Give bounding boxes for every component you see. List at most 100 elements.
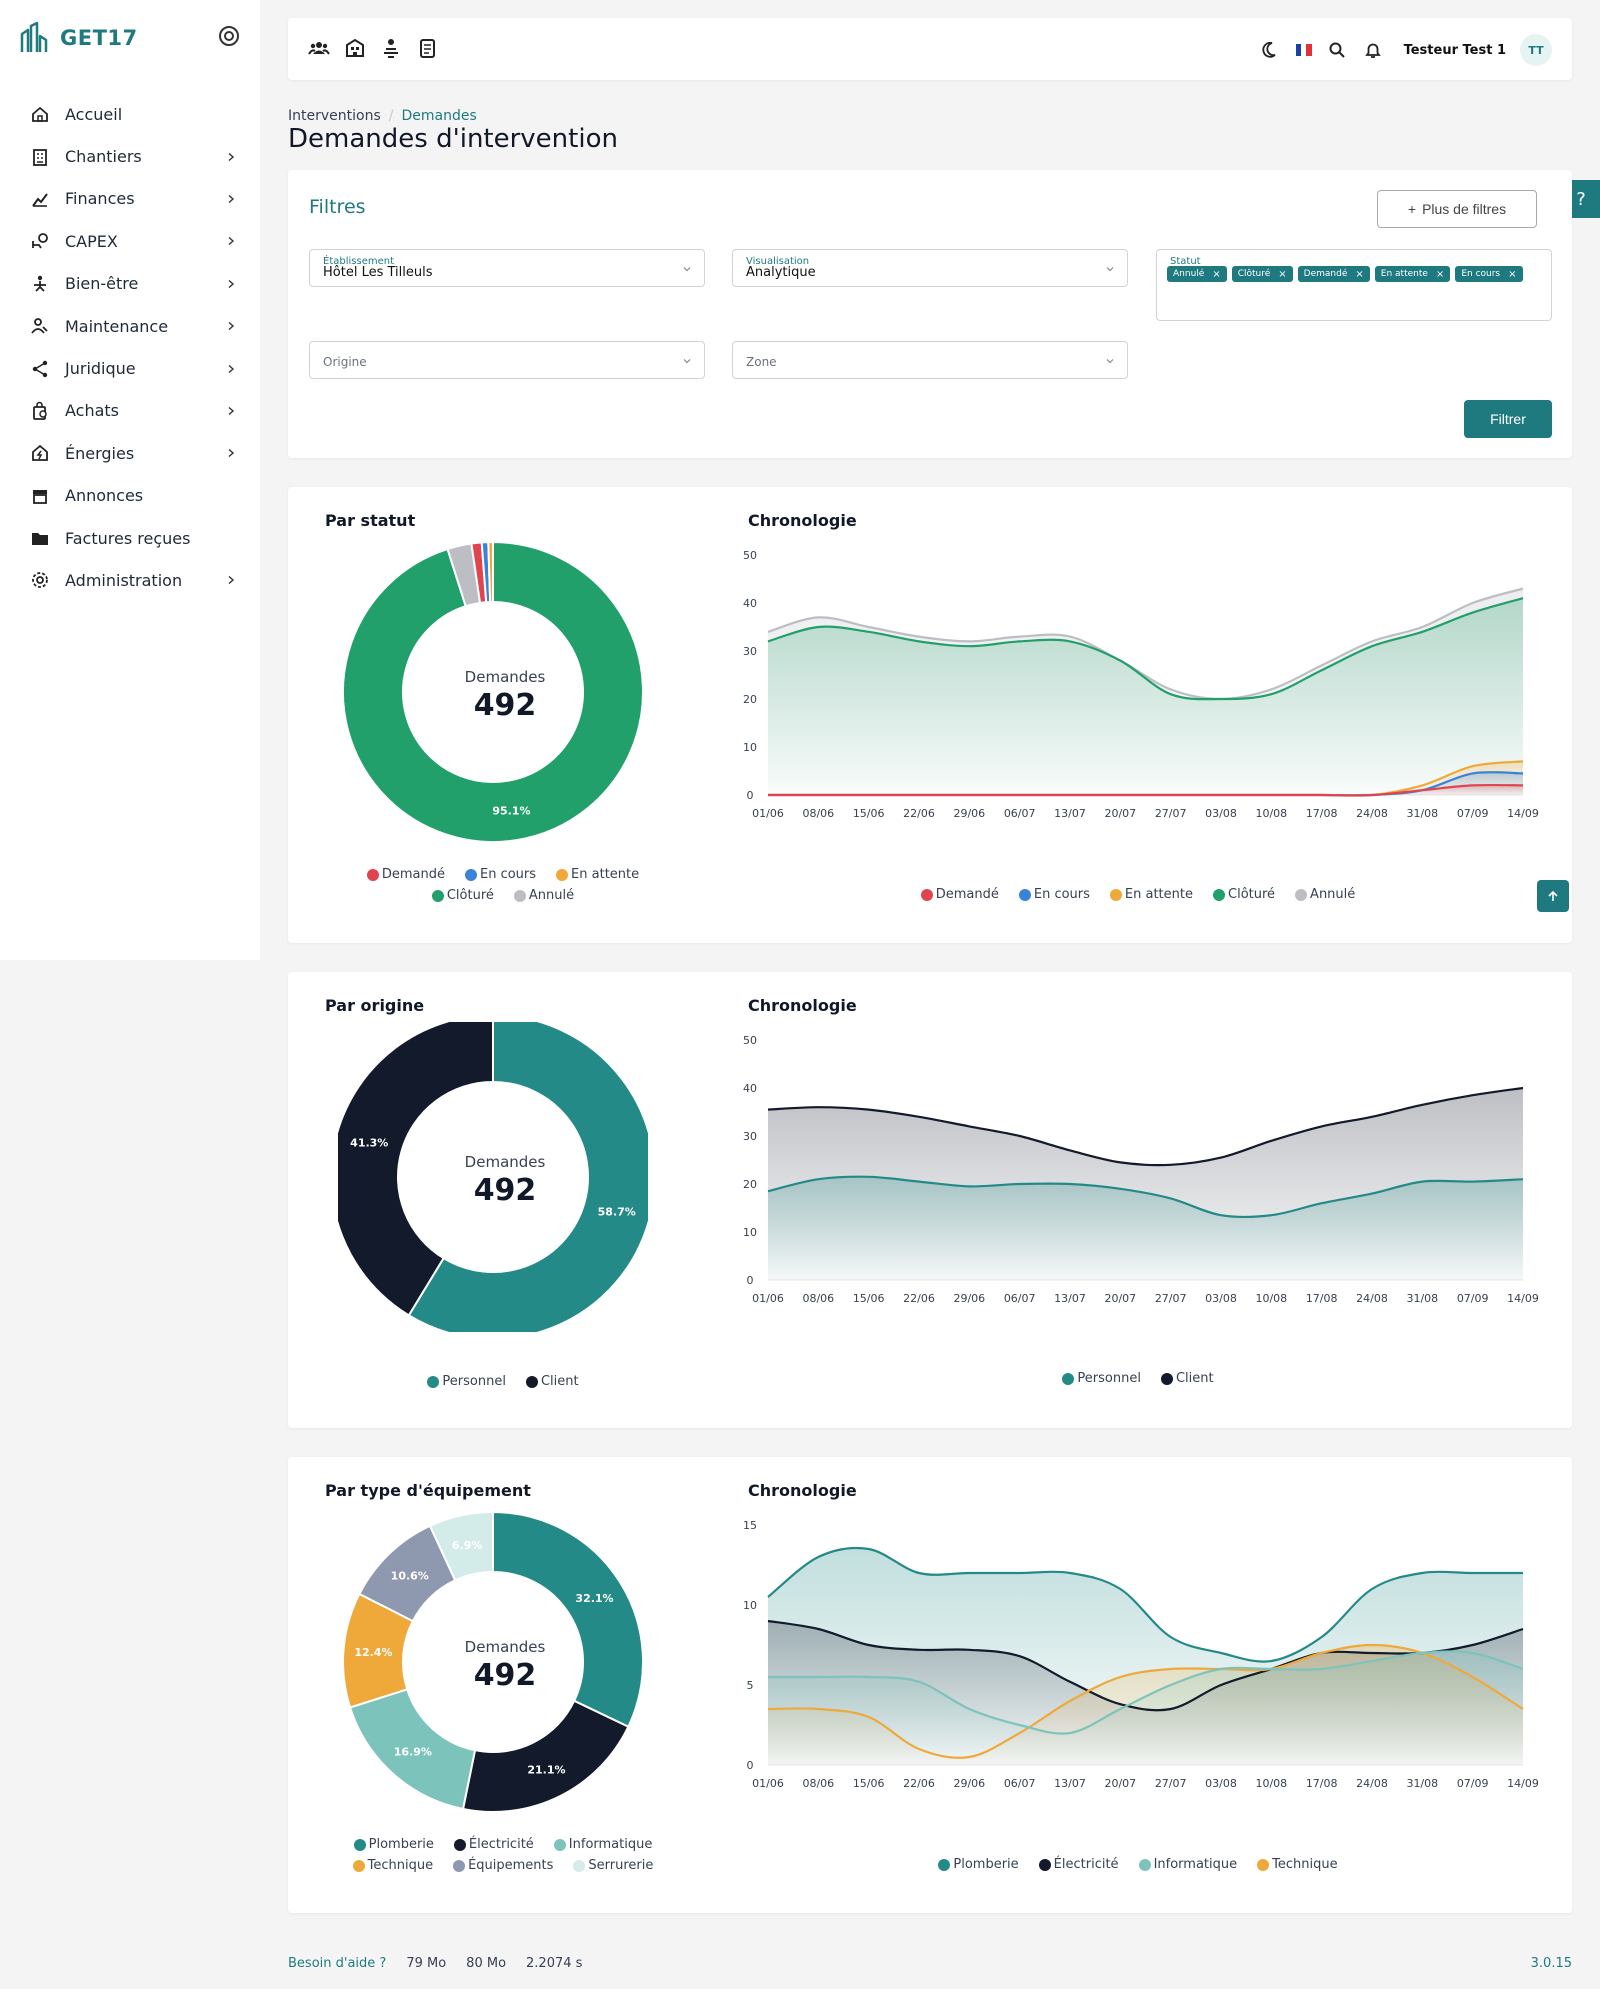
document-icon[interactable] [416,37,438,59]
sidebar-item-label: Annonces [65,486,144,506]
visualisation-select[interactable]: Visualisation Analytique [732,249,1128,287]
breadcrumb-parent[interactable]: Interventions [288,108,381,124]
help-link[interactable]: Besoin d'aide ? [288,1956,387,1971]
chip-label: Annulé [1173,269,1205,279]
legend-item-plomberie[interactable]: Plomberie [353,1837,434,1852]
legend-item-cloture[interactable]: Clôturé [431,888,494,903]
series-line-demande[interactable] [768,783,1524,797]
top-bar: Testeur Test 1 TT [288,18,1572,80]
donut-slice-electricite[interactable] [461,1699,630,1813]
series-line-technique[interactable] [767,1643,1524,1759]
filter-button[interactable]: Filtrer [1464,400,1552,438]
close-icon[interactable]: × [1435,268,1445,280]
origin-timeline-chart[interactable]: 0 10 20 30 40 50 01/06 08/06 15/06 22/06 29/06 06/0… [728,1032,1548,1352]
search-icon[interactable] [1326,39,1348,61]
sidebar-item-label: Administration [65,570,183,590]
legend-item-client[interactable]: Client [1160,1371,1214,1386]
series-line-informatique[interactable] [767,1650,1524,1735]
series-line-personnel[interactable] [767,1175,1524,1219]
legend-item-personnel[interactable]: Personnel [427,1374,506,1389]
legend-item-en-cours[interactable]: En cours [465,867,536,882]
donut-slice-en-attente[interactable] [487,540,494,604]
user-name[interactable]: Testeur Test 1 [1403,42,1506,58]
legend-item-electricite[interactable]: Électricité [453,1837,534,1852]
origin-donut-chart[interactable]: 58.7% 41.3% [338,1022,648,1332]
series-line-cloture[interactable] [767,597,1524,701]
legend-item-demande[interactable]: Demandé [920,887,999,902]
donut-slice-serrurerie[interactable] [428,1510,494,1582]
status-timeline-chart[interactable]: 0 10 20 30 40 50 01/06 08/06 15/06 22/06 29/06 06/0… [728,547,1548,867]
legend-item-cloture[interactable]: Clôturé [1213,887,1275,902]
close-icon[interactable]: × [1212,268,1221,280]
donut-slice-cloture[interactable] [342,540,644,843]
sidebar-item-annonces[interactable]: Annonces [0,475,260,517]
legend-label: En cours [480,867,537,882]
legend-item-en-attente[interactable]: En attente [556,867,639,882]
sidebar-item-capex[interactable]: CAPEX [0,220,260,262]
legend-dot [1038,1858,1051,1871]
sidebar-item-achats[interactable]: Achats [0,390,260,432]
y-tick-label: 20 [743,693,757,706]
legend-item-equipements[interactable]: Équipements [453,1858,553,1873]
zone-select[interactable]: Zone [732,341,1128,379]
statut-multiselect[interactable]: Statut Annulé × Clôturé × Demandé × En attente… [1156,249,1552,321]
legend-item-technique[interactable]: Technique [352,1858,433,1873]
legend-item-technique[interactable]: Technique [1257,1857,1338,1872]
status-donut-chart[interactable]: 95.1% [338,537,648,847]
donut-slice-personnel[interactable] [407,1022,648,1332]
users-icon[interactable] [308,37,330,59]
legend-item-annule[interactable]: Annulé [1295,887,1355,902]
legend-item-informatique[interactable]: Informatique [553,1837,652,1852]
hotel-icon[interactable] [344,37,366,59]
close-icon[interactable]: × [1508,268,1517,280]
legend-item-annule[interactable]: Annulé [513,888,574,903]
series-line-electricite[interactable] [767,1619,1524,1712]
donut-slice-client[interactable] [338,1022,494,1317]
chevron-down-icon [1106,267,1114,272]
donut-slice-label: 58.7% [598,1206,636,1219]
person-desk-icon[interactable] [380,37,402,59]
sidebar-item-accueil[interactable]: Accueil [0,93,260,135]
sidebar-item-bien-etre[interactable]: Bien-être [0,263,260,305]
donut-slice-plomberie[interactable] [492,1510,644,1729]
legend-item-plomberie[interactable]: Plomberie [938,1857,1019,1872]
series-line-client[interactable] [767,1086,1524,1167]
bell-icon[interactable] [1362,39,1384,61]
sidebar-item-juridique[interactable]: Juridique [0,347,260,389]
legend-item-client[interactable]: Client [525,1374,579,1389]
equipment-timeline-chart[interactable]: 0 5 10 15 01/06 08/06 15/06 22/06 29/06 06/07 13/0… [728,1517,1548,1837]
legend-item-serrurerie[interactable]: Serrurerie [573,1858,653,1873]
breadcrumb-current[interactable]: Demandes [401,108,477,124]
dark-mode-icon[interactable] [1260,39,1282,61]
series-line-plomberie[interactable] [767,1546,1523,1663]
equipment-donut-chart[interactable]: 32.1% 21.1% 16.9% 12.4% 10.6% 6.9% [338,1507,648,1817]
load-time: 2.2074 s [526,1956,583,1971]
y-tick-label: 5 [747,1679,754,1692]
x-tick-label: 14/09 [1507,1777,1539,1790]
legend-item-personnel[interactable]: Personnel [1062,1371,1141,1386]
close-icon[interactable]: × [1278,268,1287,280]
origine-select[interactable]: Origine [309,341,705,379]
more-filters-button[interactable]: + Plus de filtres [1377,190,1537,228]
sidebar-item-maintenance[interactable]: Maintenance [0,305,260,347]
legend-item-informatique[interactable]: Informatique [1138,1857,1237,1872]
legend-item-electricite[interactable]: Électricité [1038,1857,1119,1872]
sidebar-item-chantiers[interactable]: Chantiers [0,135,260,177]
chevron-right-icon [224,404,238,418]
sidebar-item-administration[interactable]: Administration [0,559,260,601]
sidebar-item-finances[interactable]: Finances [0,178,260,220]
legend-item-en-cours[interactable]: En cours [1018,887,1090,902]
app-version: 3.0.15 [1530,1956,1572,1971]
brand-logo[interactable]: GET17 [20,22,138,54]
scroll-top-button[interactable] [1537,880,1569,912]
series-line-annule[interactable] [767,587,1524,701]
avatar[interactable]: TT [1520,34,1552,66]
legend-item-en-attente[interactable]: En attente [1109,887,1193,902]
sidebar-item-energies[interactable]: Énergies [0,432,260,474]
sidebar-toggle-icon[interactable] [219,26,239,46]
sidebar-item-factures-recues[interactable]: Factures reçues [0,517,260,559]
close-icon[interactable]: × [1355,268,1364,280]
etablissement-select[interactable]: Établissement Hôtel Les Tilleuls [309,249,705,287]
french-flag-icon[interactable] [1295,44,1312,56]
legend-item-demande[interactable]: Demandé [366,867,445,882]
